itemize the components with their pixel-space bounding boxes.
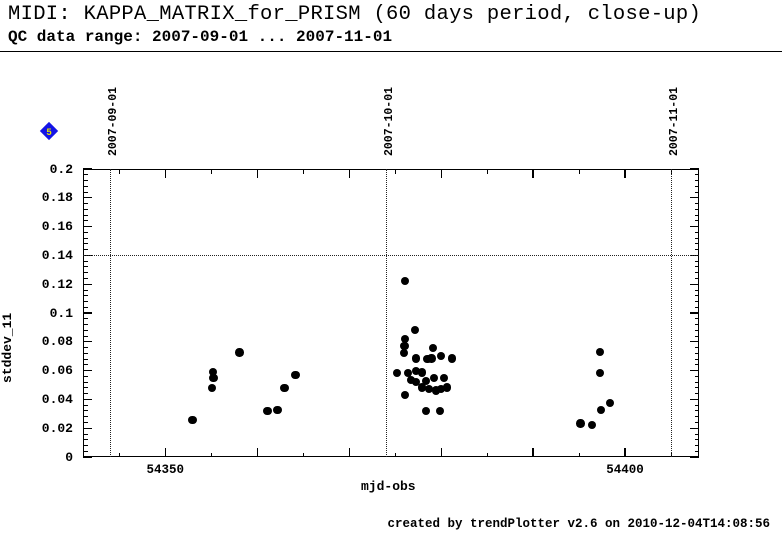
svg-text:5: 5 xyxy=(46,127,51,137)
